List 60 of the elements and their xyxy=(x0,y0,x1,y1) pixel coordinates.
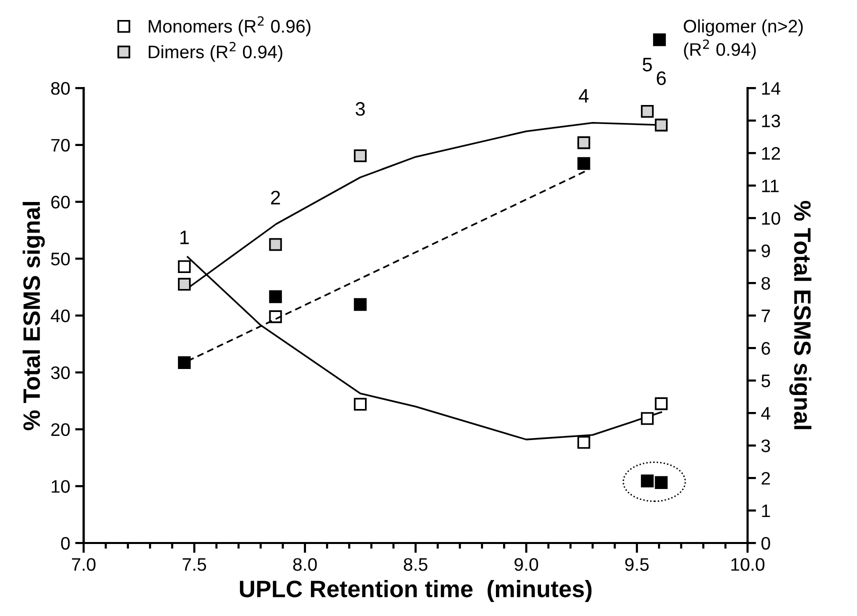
y-tick-label: 10 xyxy=(52,480,70,493)
y-tick-label: 80 xyxy=(51,82,70,95)
point xyxy=(577,136,590,150)
y2-tick-label: 0 xyxy=(761,536,770,550)
point xyxy=(178,356,191,370)
legend-label: Dimers (R$^{2}$ 0.94) xyxy=(148,42,282,62)
x-tick-label: 9.5 xyxy=(625,558,649,571)
point xyxy=(354,398,367,411)
point xyxy=(640,105,654,118)
point xyxy=(640,412,654,425)
y2-tick-label: 2 xyxy=(762,472,770,485)
x-tick-label: 10.0 xyxy=(731,558,764,571)
y2-tick-label: 5 xyxy=(761,374,770,388)
x-tick-label: 7.0 xyxy=(72,558,96,571)
point xyxy=(577,157,590,170)
point xyxy=(577,436,590,449)
y-tick-label: 0 xyxy=(61,536,70,550)
y2-tick-label: 10 xyxy=(762,212,780,225)
x-tick-label: 7.5 xyxy=(182,558,206,571)
annotation: 3 xyxy=(356,102,365,116)
y2-tick-label: 3 xyxy=(761,439,770,452)
y2-tick-label: 14 xyxy=(762,82,780,95)
y-tick-label: 20 xyxy=(51,423,70,436)
y2-tick-label: 9 xyxy=(762,244,770,258)
x-tick-label: 8.0 xyxy=(293,558,317,571)
point xyxy=(269,290,282,304)
y-tick-label: 70 xyxy=(51,138,70,152)
point xyxy=(354,298,367,311)
point xyxy=(654,397,668,410)
x-axis-title: UPLC Retention time (minutes) xyxy=(240,580,592,602)
point xyxy=(654,118,668,132)
point xyxy=(178,260,191,274)
y2-tick-label: 12 xyxy=(762,147,780,160)
point xyxy=(269,238,282,251)
point xyxy=(654,476,668,489)
y2-tick-label: 1 xyxy=(762,504,770,518)
y2-tick-label: 4 xyxy=(761,407,770,420)
annotation: 5 xyxy=(642,58,652,72)
y-axis-title: % Total ESMS signal xyxy=(22,202,45,430)
annotation: 1 xyxy=(180,230,189,244)
point xyxy=(178,278,191,291)
y-tick-label: 50 xyxy=(51,252,70,266)
y2-tick-label: 13 xyxy=(762,114,780,128)
x-tick-label: 8.5 xyxy=(404,558,428,571)
y-tick-label: 60 xyxy=(51,196,70,209)
point xyxy=(354,149,367,162)
annotation: 4 xyxy=(578,89,589,103)
y2-tick-label: 6 xyxy=(762,342,770,355)
y2-axis-title: % Total ESMS signal xyxy=(789,200,812,430)
y-tick-label: 40 xyxy=(50,309,70,322)
legend-label: Oligomer (n>2) (R$^{2}$ 0.94) xyxy=(684,19,803,60)
y2-tick-label: 11 xyxy=(762,180,779,192)
x-tick-label: 9.0 xyxy=(514,558,538,571)
point xyxy=(640,474,654,488)
annotation: 6 xyxy=(656,71,666,86)
annotation: 2 xyxy=(271,190,280,204)
legend-label: Monomers (R$^{2}$ 0.96) xyxy=(148,16,310,36)
y-tick-label: 30 xyxy=(51,366,70,380)
y2-tick-label: 7 xyxy=(762,310,770,322)
y2-tick-label: 8 xyxy=(762,276,770,290)
